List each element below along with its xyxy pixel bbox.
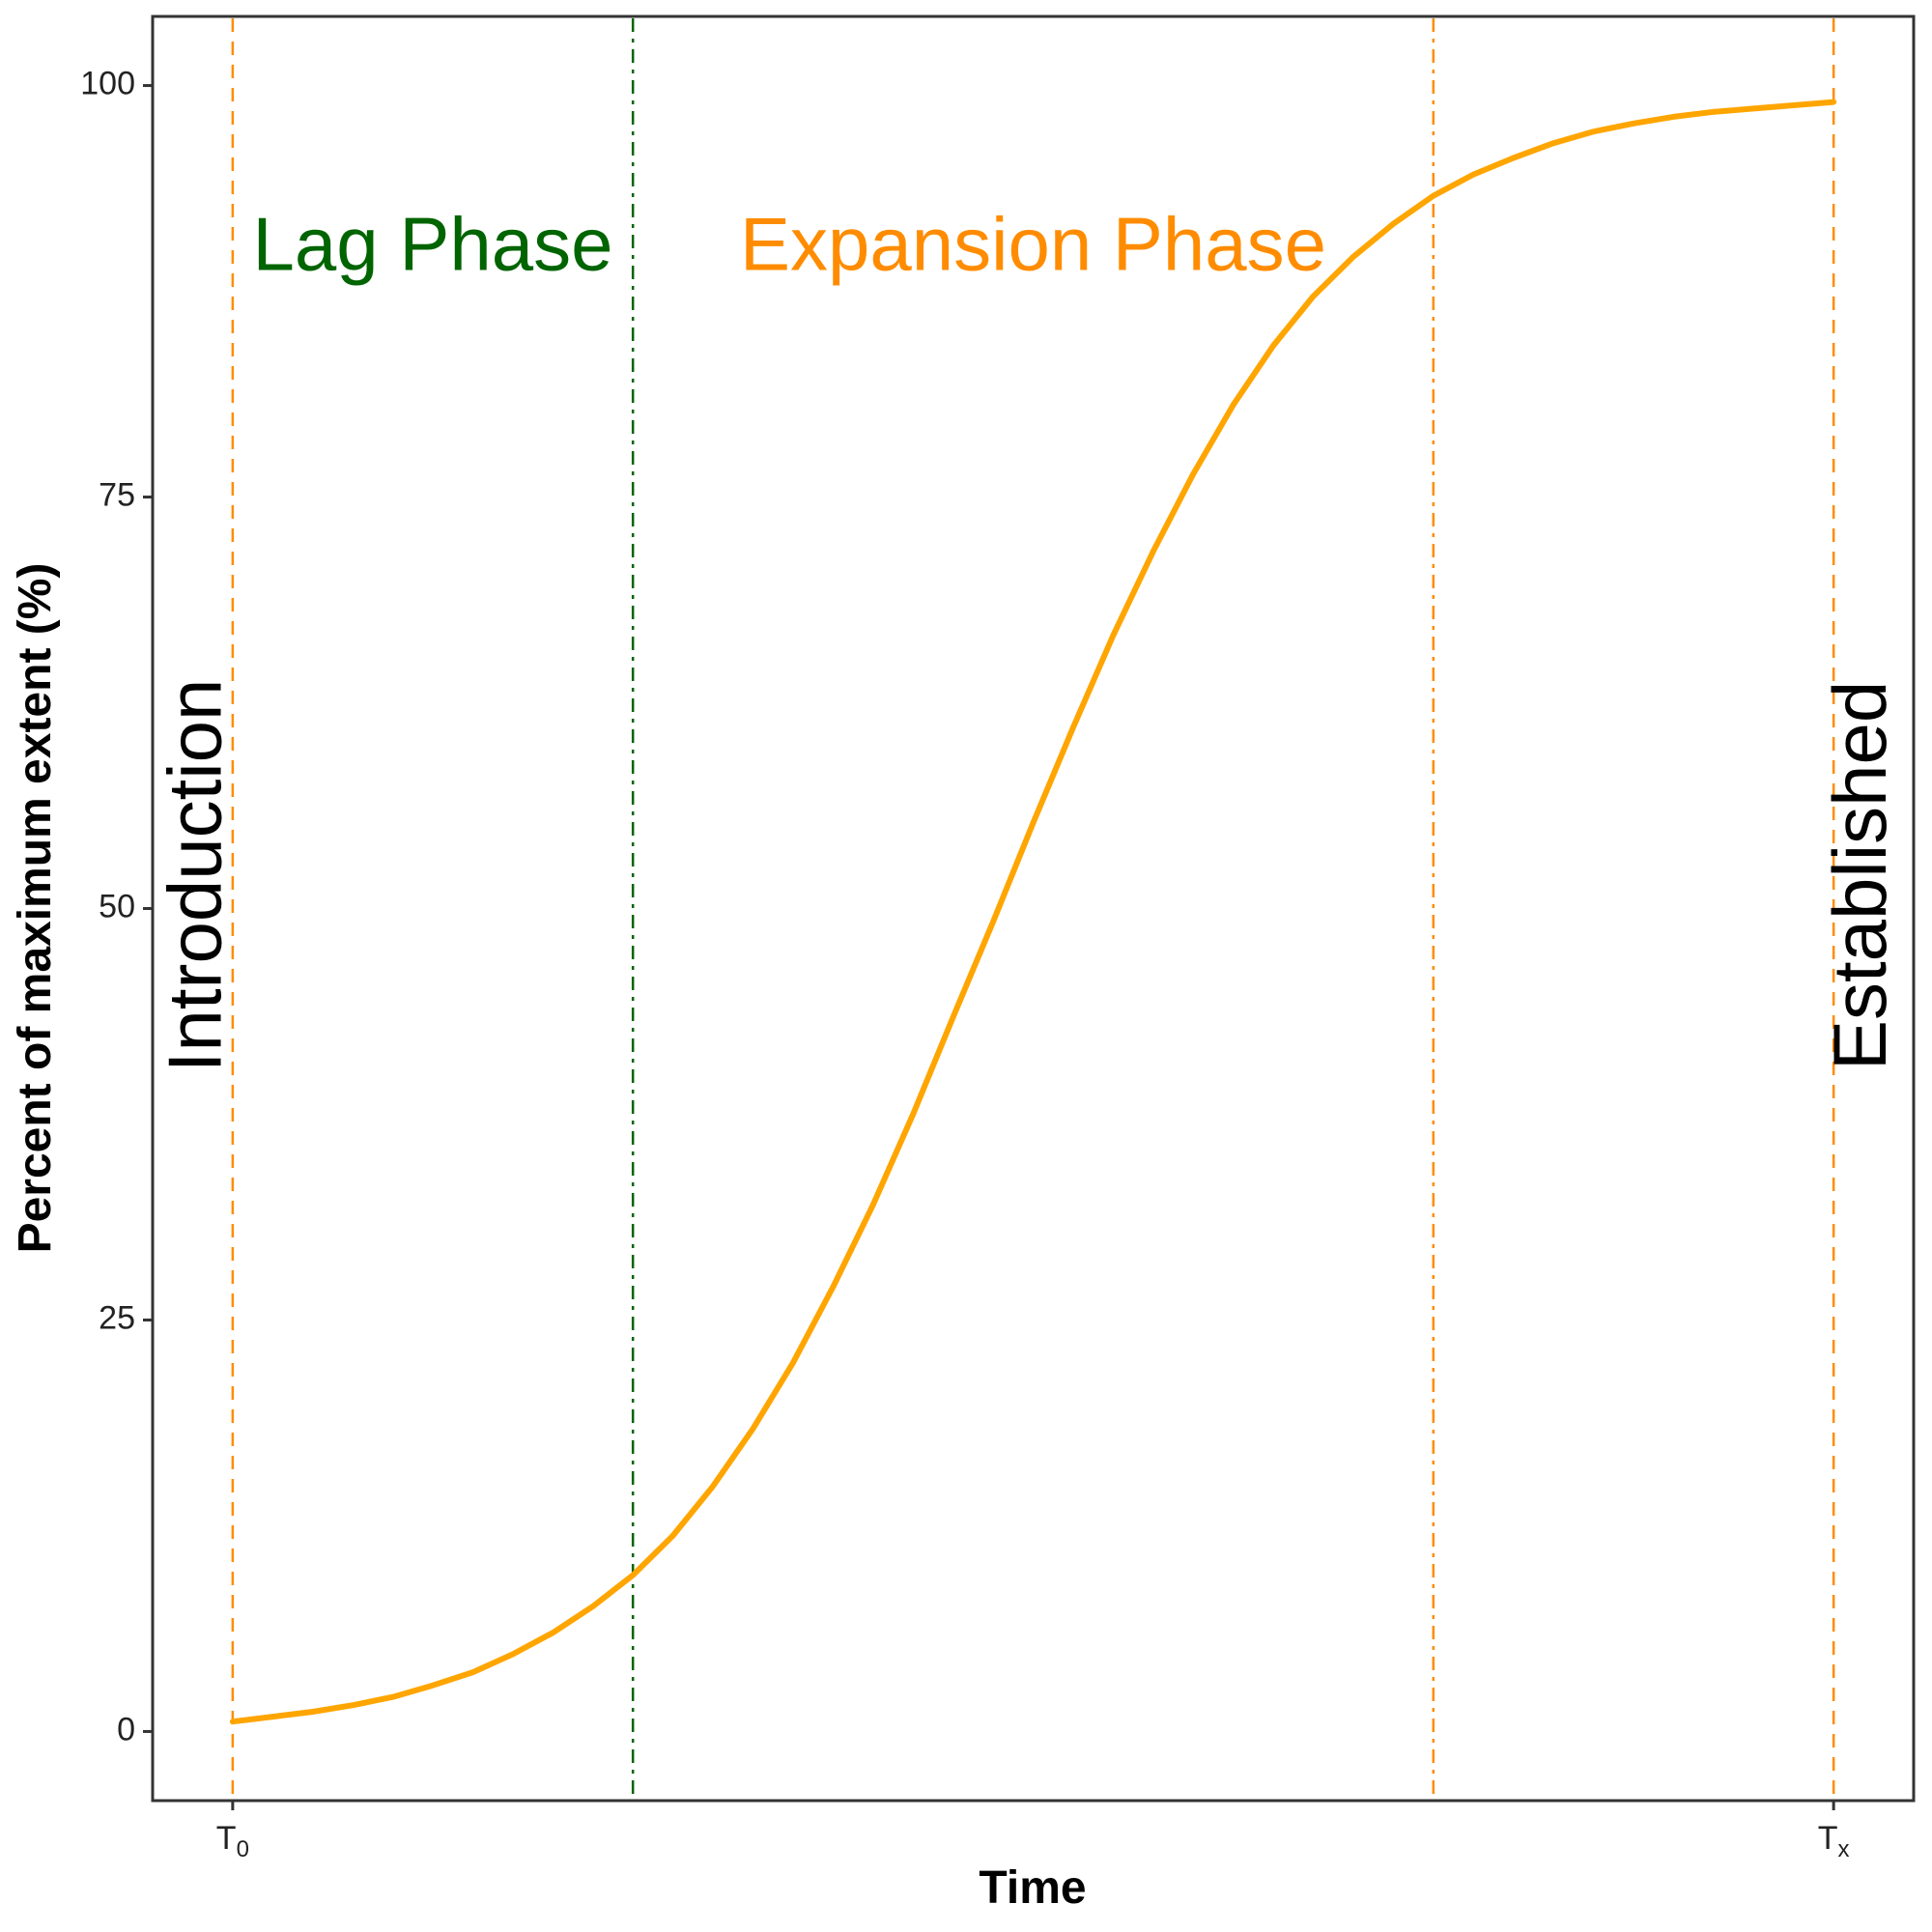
y-tick-label-50: 50 bbox=[99, 888, 135, 924]
annotation-layer: Lag Phase Expansion Phase Introduction Esta… bbox=[152, 202, 1902, 1073]
y-axis: 0 25 50 75 100 bbox=[80, 66, 153, 1747]
annotation-expansion-phase: Expansion Phase bbox=[740, 202, 1326, 287]
x-tick-label-1: Tx bbox=[1818, 1820, 1850, 1862]
x-axis: T0 Tx bbox=[216, 1801, 1850, 1862]
y-tick-label-75: 75 bbox=[99, 477, 135, 514]
y-tick-label-0: 0 bbox=[117, 1711, 135, 1747]
curve-layer bbox=[229, 99, 1837, 1725]
annotation-lag-phase: Lag Phase bbox=[253, 202, 613, 287]
y-tick-label-100: 100 bbox=[80, 66, 135, 102]
annotation-established: Established bbox=[1817, 681, 1902, 1070]
x-axis-title: Time bbox=[979, 1862, 1086, 1914]
series-line-0 bbox=[229, 99, 1837, 1725]
annotation-introduction: Introduction bbox=[152, 679, 237, 1073]
y-axis-title: Percent of maximum extent (%) bbox=[10, 563, 61, 1254]
y-tick-label-25: 25 bbox=[99, 1299, 135, 1336]
plot-panel bbox=[151, 14, 1916, 1803]
x-tick-label-0: T0 bbox=[216, 1820, 249, 1862]
vlines-layer bbox=[231, 18, 1835, 1799]
